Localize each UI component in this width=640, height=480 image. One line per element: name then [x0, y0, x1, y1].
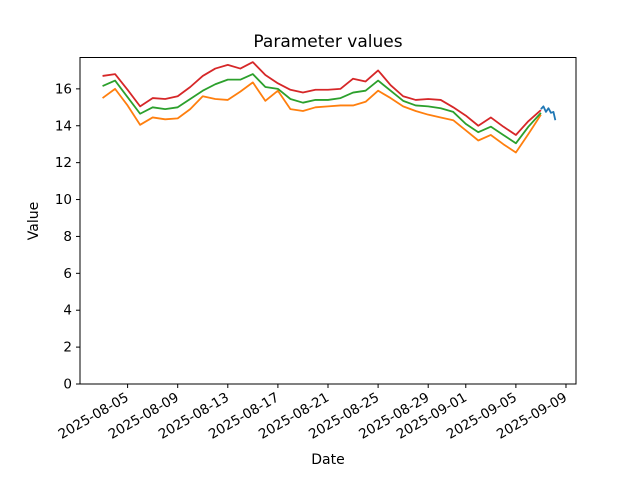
- y-tick-label: 10: [55, 192, 72, 208]
- y-tick-label: 14: [55, 118, 72, 134]
- axes-spines: [79, 57, 577, 385]
- y-tick-label: 12: [55, 155, 72, 171]
- series-red: [102, 61, 542, 136]
- y-tick-label: 4: [63, 303, 72, 319]
- series-green: [102, 73, 542, 145]
- series-orange: [102, 81, 542, 154]
- x-axis-label: Date: [311, 452, 344, 468]
- y-tick-label: 2: [63, 340, 72, 356]
- y-tick-label: 8: [63, 229, 72, 245]
- plot-area: 02468101214162025-08-052025-08-092025-08…: [55, 61, 570, 443]
- y-tick-label: 16: [55, 81, 72, 97]
- y-tick-label: 6: [63, 266, 72, 282]
- y-tick-label: 0: [63, 377, 72, 393]
- chart-title: Parameter values: [253, 32, 402, 52]
- y-axis-label: Value: [26, 202, 42, 240]
- series-blue: [540, 105, 557, 121]
